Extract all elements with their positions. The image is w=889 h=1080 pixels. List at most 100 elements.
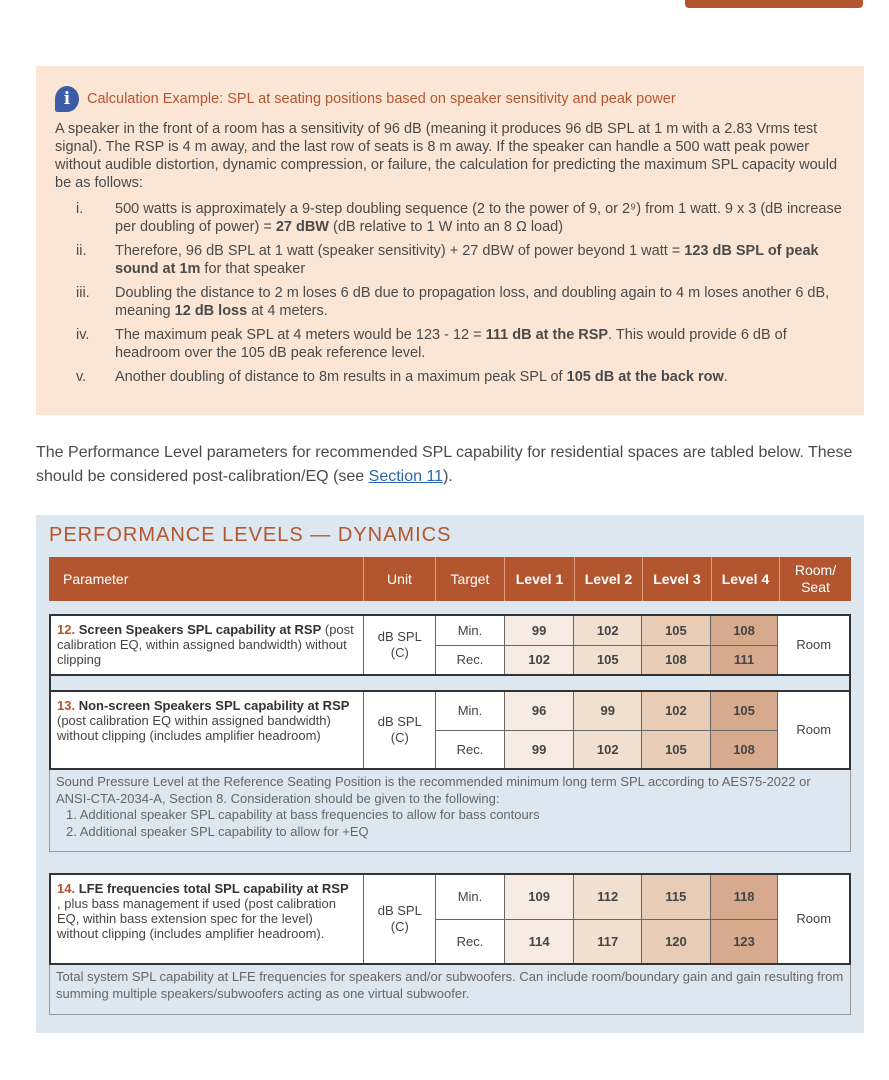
step-text: The maximum peak SPL at 4 meters would b… xyxy=(115,327,846,362)
column-header: Target xyxy=(436,557,505,601)
intro-text-end: ). xyxy=(443,468,453,485)
section-11-link[interactable]: Section 11 xyxy=(368,468,444,485)
parameter-cell: 14. LFE frequencies total SPL capability… xyxy=(51,875,365,963)
table-row: 12. Screen Speakers SPL capability at RS… xyxy=(49,614,851,676)
table-row: 13. Non-screen Speakers SPL capability a… xyxy=(49,690,851,770)
calculation-step: v. Another doubling of distance to 8m res… xyxy=(55,369,846,387)
level-value: 120 xyxy=(642,919,710,963)
target-label: Min. xyxy=(436,692,504,731)
parameter-cell: 12. Screen Speakers SPL capability at RS… xyxy=(51,616,365,674)
parameter-number: 14. xyxy=(57,881,76,896)
calculation-example-box: i Calculation Example: SPL at seating po… xyxy=(36,66,864,415)
parameter-description: (post calibration EQ within assigned ban… xyxy=(57,713,331,743)
calculation-step: iii. Doubling the distance to 2 m loses 6… xyxy=(55,285,846,320)
note-text: Sound Pressure Level at the Reference Se… xyxy=(56,774,811,806)
unit-cell: dB SPL (C) xyxy=(364,616,437,674)
column-header: Parameter xyxy=(49,557,364,601)
level-value: 108 xyxy=(710,616,778,646)
intro-text: The Performance Level parameters for rec… xyxy=(36,444,853,485)
unit-cell: dB SPL (C) xyxy=(364,692,437,768)
unit-cell: dB SPL (C) xyxy=(364,875,437,963)
parameter-description: (post calibration EQ, within assigned ba… xyxy=(57,622,354,667)
level-value: 112 xyxy=(574,875,642,920)
target-label: Rec. xyxy=(456,933,484,949)
target-cell: Min. Rec. xyxy=(436,692,505,768)
level-4-cell: 108 111 xyxy=(710,616,779,674)
step-text-pre: Therefore, 96 dB SPL at 1 watt (speaker … xyxy=(115,243,685,259)
room-seat-cell: Room xyxy=(796,911,832,926)
step-text-pre: 500 watts is approximately a 9-step doub… xyxy=(115,201,842,235)
row-14-note: Total system SPL capability at LFE frequ… xyxy=(49,965,851,1015)
column-header: Level 1 xyxy=(505,557,575,601)
step-text-post: for that speaker xyxy=(200,260,306,277)
level-value: 105 xyxy=(642,616,710,646)
return-to-contents-button[interactable]: Return to CONTENTS xyxy=(685,0,863,8)
column-header: Room/ Seat xyxy=(794,562,837,595)
step-text-post: . xyxy=(723,369,728,385)
parameter-number: 12. xyxy=(57,622,76,637)
level-value: 123 xyxy=(710,919,778,963)
level-value: 118 xyxy=(710,875,778,920)
level-value: 102 xyxy=(504,645,574,674)
step-number: iv. xyxy=(76,327,90,343)
table-row: 14. LFE frequencies total SPL capability… xyxy=(49,873,851,965)
level-1-cell: 109 114 xyxy=(504,875,575,963)
level-value: 105 xyxy=(642,730,710,768)
level-4-cell: 118 123 xyxy=(710,875,779,963)
level-value: 114 xyxy=(504,919,574,963)
level-value: 105 xyxy=(574,645,642,674)
level-4-cell: 105 108 xyxy=(710,692,779,768)
level-value: 108 xyxy=(710,730,778,768)
column-header: Level 2 xyxy=(575,557,643,601)
level-value: 99 xyxy=(504,730,574,768)
parameter-cell: 13. Non-screen Speakers SPL capability a… xyxy=(51,692,365,768)
step-result: 12 dB loss xyxy=(174,302,248,319)
level-value: 109 xyxy=(504,875,574,920)
info-icon: i xyxy=(55,86,79,112)
level-value: 105 xyxy=(710,692,778,731)
parameter-name: Screen Speakers SPL capability at RSP xyxy=(78,622,322,637)
step-result: 123 dB SPL of peak sound at 1m xyxy=(115,243,819,277)
column-header: Level 4 xyxy=(712,557,780,601)
level-3-cell: 115 120 xyxy=(642,875,711,963)
target-label: Min. xyxy=(436,875,504,920)
level-value: 102 xyxy=(574,730,642,768)
target-label: Rec. xyxy=(456,741,484,757)
info-title: Calculation Example: SPL at seating posi… xyxy=(87,91,676,107)
level-2-cell: 99 102 xyxy=(574,692,643,768)
target-label: Min. xyxy=(436,616,504,646)
row-spacer xyxy=(49,676,851,690)
step-text: 500 watts is approximately a 9-step doub… xyxy=(115,201,846,236)
step-text-post: at 4 meters. xyxy=(247,302,328,319)
row-13-note: Sound Pressure Level at the Reference Se… xyxy=(49,770,851,852)
step-text-pre: Another doubling of distance to 8m resul… xyxy=(115,369,567,385)
info-body: A speaker in the front of a room has a s… xyxy=(55,121,838,191)
step-text: Another doubling of distance to 8m resul… xyxy=(115,369,846,387)
step-text-post: (dB relative to 1 W into an 8 Ω load) xyxy=(328,218,564,235)
intro-paragraph: The Performance Level parameters for rec… xyxy=(36,441,866,489)
step-number: iii. xyxy=(76,285,90,301)
room-seat-cell: Room xyxy=(796,637,832,652)
calculation-step: ii. Therefore, 96 dB SPL at 1 watt (speak… xyxy=(55,243,846,278)
parameter-description: , plus bass management if used (post cal… xyxy=(57,896,336,941)
level-2-cell: 112 117 xyxy=(574,875,643,963)
table-header: Parameter Unit Target Level 1 Level 2 Level 3… xyxy=(49,557,851,601)
panel-title: PERFORMANCE LEVELS — DYNAMICS xyxy=(49,524,452,546)
performance-levels-panel: PERFORMANCE LEVELS — DYNAMICS Parameter U… xyxy=(36,515,864,1033)
target-cell: Min. Rec. xyxy=(436,616,505,674)
level-value: 99 xyxy=(574,692,642,731)
step-text: Therefore, 96 dB SPL at 1 watt (speaker … xyxy=(115,243,846,278)
step-number: i. xyxy=(76,201,84,217)
parameter-name: LFE frequencies total SPL capability at … xyxy=(78,881,349,896)
column-header: Level 3 xyxy=(643,557,712,601)
level-value: 108 xyxy=(642,645,710,674)
level-value: 102 xyxy=(574,616,642,646)
level-1-cell: 96 99 xyxy=(504,692,575,768)
calculation-step: i. 500 watts is approximately a 9-step do… xyxy=(55,201,846,236)
step-result: 27 dBW xyxy=(275,218,329,235)
note-list-item: 1. Additional speaker SPL capability at … xyxy=(66,807,540,822)
room-seat-cell: Room xyxy=(796,722,832,737)
step-result: 105 dB at the back row xyxy=(566,369,724,385)
parameter-name: Non-screen Speakers SPL capability at RS… xyxy=(78,698,350,713)
calculation-step: iv. The maximum peak SPL at 4 meters woul… xyxy=(55,327,846,362)
